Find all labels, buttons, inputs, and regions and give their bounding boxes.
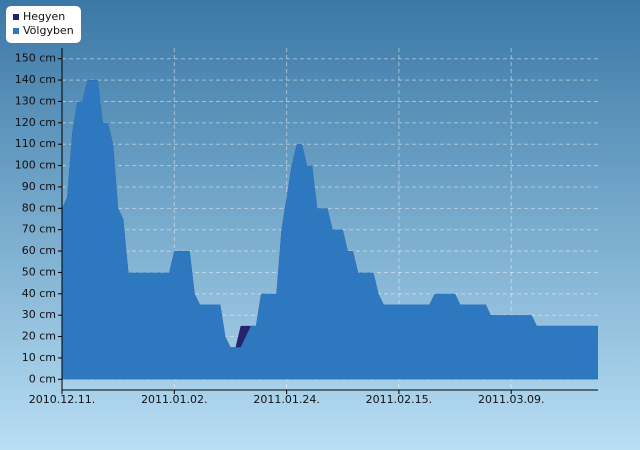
y-tick-label: 150 cm	[15, 52, 56, 65]
y-tick-label: 120 cm	[15, 116, 56, 129]
x-tick-label: 2011.01.24.	[253, 393, 319, 406]
legend-swatch	[13, 14, 19, 20]
y-tick-label: 10 cm	[22, 351, 56, 364]
x-tick-label: 2011.02.15.	[366, 393, 432, 406]
y-tick-label: 40 cm	[22, 287, 56, 300]
legend-swatch	[13, 28, 19, 34]
y-tick-label: 110 cm	[15, 137, 56, 150]
y-tick-label: 140 cm	[15, 73, 56, 86]
y-tick-label: 20 cm	[22, 330, 56, 343]
legend-label: Völgyben	[23, 24, 74, 37]
y-tick-label: 60 cm	[22, 244, 56, 257]
y-tick-label: 0 cm	[29, 372, 56, 385]
area	[62, 80, 598, 380]
y-tick-label: 30 cm	[22, 308, 56, 321]
x-tick-label: 2010.12.11.	[29, 393, 95, 406]
legend-label: Hegyen	[23, 10, 65, 23]
y-tick-label: 130 cm	[15, 94, 56, 107]
legend-box	[6, 6, 81, 43]
x-tick-label: 2011.03.09.	[478, 393, 544, 406]
y-tick-label: 80 cm	[22, 201, 56, 214]
x-tick-label: 2011.01.02.	[141, 393, 207, 406]
y-tick-label: 50 cm	[22, 265, 56, 278]
y-tick-label: 70 cm	[22, 223, 56, 236]
y-tick-label: 90 cm	[22, 180, 56, 193]
y-tick-label: 100 cm	[15, 159, 56, 172]
